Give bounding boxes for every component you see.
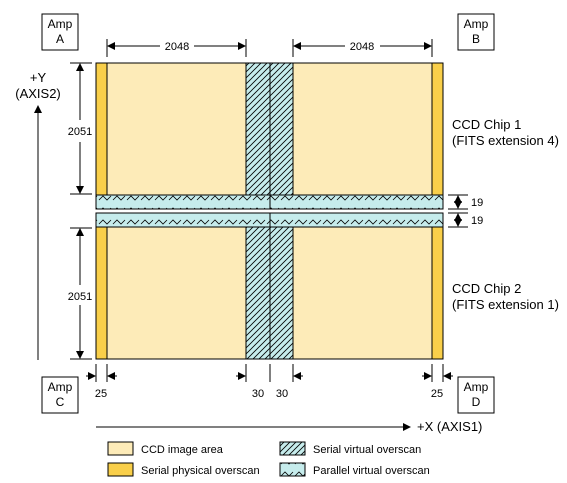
svg-text:(FITS extension 1): (FITS extension 1)	[452, 297, 559, 312]
svg-text:19: 19	[471, 215, 483, 227]
bottom-overscan-dimensions: 25 30 30 25	[86, 364, 453, 400]
chip1-serial-virtual-right	[270, 63, 293, 195]
chip1-left-physical-overscan	[96, 63, 107, 195]
svg-text:30: 30	[252, 388, 264, 400]
svg-text:+Y: +Y	[30, 70, 47, 85]
svg-text:2048: 2048	[350, 41, 374, 53]
svg-text:25: 25	[95, 388, 107, 400]
legend-swatch-image-area	[108, 442, 133, 455]
svg-text:30: 30	[276, 388, 288, 400]
chip2-serial-virtual-left	[246, 227, 270, 359]
svg-text:Amp: Amp	[48, 380, 73, 394]
svg-text:CCD Chip 1: CCD Chip 1	[452, 117, 521, 132]
svg-text:C: C	[56, 395, 65, 409]
chip2-left-physical-overscan	[96, 227, 107, 359]
legend-swatch-parallel-virtual	[280, 463, 305, 476]
svg-text:Serial virtual overscan: Serial virtual overscan	[313, 444, 421, 456]
svg-text:2048: 2048	[165, 41, 189, 53]
svg-text:CCD image area: CCD image area	[141, 444, 224, 456]
chip1-serial-virtual-left	[246, 63, 270, 195]
gap-bottom-dimension: 19	[448, 213, 483, 227]
svg-text:Amp: Amp	[464, 380, 489, 394]
svg-text:(AXIS2): (AXIS2)	[15, 86, 61, 101]
svg-text:Serial physical overscan: Serial physical overscan	[141, 465, 260, 477]
top-left-width-dimension: 2048	[107, 39, 246, 57]
legend-item-serial-physical: Serial physical overscan	[108, 463, 260, 477]
chip1-label: CCD Chip 1 (FITS extension 4)	[452, 117, 559, 148]
svg-text:25: 25	[431, 388, 443, 400]
legend: CCD image area Serial virtual overscan S…	[108, 442, 430, 477]
chip1-right-physical-overscan	[432, 63, 443, 195]
svg-text:+X (AXIS1): +X (AXIS1)	[417, 419, 482, 434]
legend-swatch-serial-virtual	[280, 442, 305, 455]
legend-swatch-serial-physical	[108, 463, 133, 476]
amp-c-box: Amp C	[42, 377, 78, 413]
top-right-width-dimension: 2048	[293, 39, 432, 57]
chip2-label: CCD Chip 2 (FITS extension 1)	[452, 281, 559, 312]
svg-text:B: B	[472, 32, 480, 46]
legend-item-serial-virtual: Serial virtual overscan	[280, 442, 421, 456]
svg-text:CCD Chip 2: CCD Chip 2	[452, 281, 521, 296]
svg-text:D: D	[472, 395, 481, 409]
legend-item-parallel-virtual: Parallel virtual overscan	[280, 463, 430, 477]
svg-text:(FITS extension 4): (FITS extension 4)	[452, 133, 559, 148]
ccd-chip-2	[96, 213, 443, 359]
chip2-right-physical-overscan	[432, 227, 443, 359]
svg-text:Parallel virtual overscan: Parallel virtual overscan	[313, 465, 430, 477]
amp-d-box: Amp D	[458, 377, 494, 413]
ccd-chip-1	[96, 63, 443, 209]
svg-text:Amp: Amp	[464, 17, 489, 31]
chip2-serial-virtual-right	[270, 227, 293, 359]
y-axis: +Y (AXIS2)	[15, 70, 61, 360]
svg-text:2051: 2051	[68, 126, 92, 138]
svg-text:19: 19	[471, 197, 483, 209]
gap-top-dimension: 19	[448, 195, 483, 209]
upper-height-dimension: 2051	[68, 63, 92, 194]
amp-a-box: Amp A	[42, 14, 78, 50]
svg-text:A: A	[56, 32, 64, 46]
svg-text:Amp: Amp	[48, 17, 73, 31]
x-axis: +X (AXIS1)	[96, 419, 482, 434]
svg-text:2051: 2051	[68, 291, 92, 303]
lower-height-dimension: 2051	[68, 228, 92, 359]
legend-item-image-area: CCD image area	[108, 442, 224, 456]
amp-b-box: Amp B	[458, 14, 494, 50]
